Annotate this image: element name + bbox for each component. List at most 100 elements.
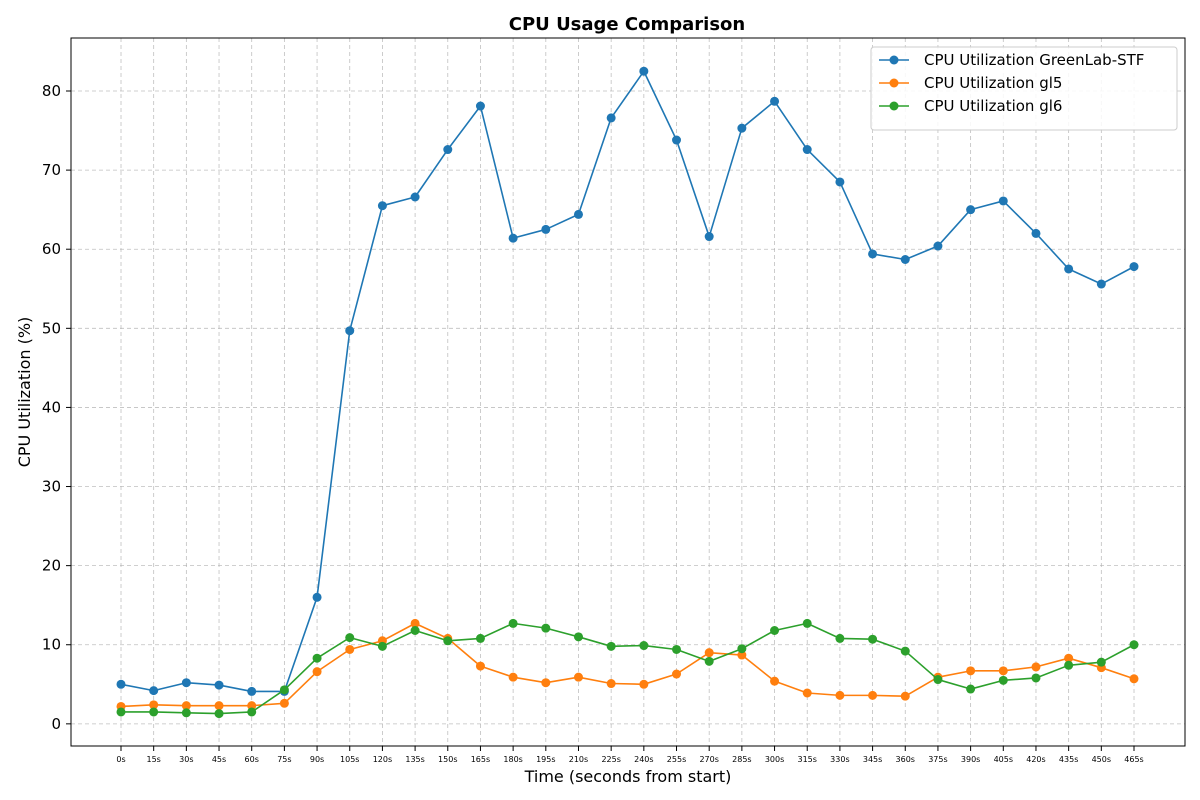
data-point xyxy=(868,634,878,644)
data-point xyxy=(410,626,420,636)
data-point xyxy=(279,685,289,695)
data-point xyxy=(1064,264,1074,274)
x-tick-label: 105s xyxy=(340,755,359,764)
data-point xyxy=(377,201,387,211)
data-point xyxy=(247,701,257,711)
data-point xyxy=(966,684,976,694)
data-point xyxy=(835,177,845,187)
x-tick-label: 195s xyxy=(536,755,555,764)
data-point xyxy=(900,691,910,701)
y-tick-label: 80 xyxy=(42,82,61,100)
x-tick-label: 30s xyxy=(179,755,193,764)
data-point xyxy=(541,678,551,688)
data-point xyxy=(672,669,682,679)
data-point xyxy=(541,224,551,234)
data-point xyxy=(181,701,191,711)
data-point xyxy=(410,192,420,202)
data-point xyxy=(606,641,616,651)
y-tick-label: 0 xyxy=(51,715,61,733)
data-point xyxy=(1096,279,1106,289)
data-point xyxy=(933,241,943,251)
data-point xyxy=(1031,673,1041,683)
x-tick-label: 75s xyxy=(277,755,291,764)
data-point xyxy=(1064,653,1074,663)
data-point xyxy=(345,633,355,643)
series-line xyxy=(120,622,1135,708)
series-2 xyxy=(116,618,1139,711)
x-tick-label: 135s xyxy=(405,755,424,764)
x-tick-label: 345s xyxy=(863,755,882,764)
data-point xyxy=(1031,662,1041,672)
legend-swatch-marker xyxy=(889,101,899,111)
data-point xyxy=(639,66,649,76)
data-point xyxy=(770,676,780,686)
data-point xyxy=(672,644,682,654)
x-tick-label: 240s xyxy=(634,755,653,764)
x-tick-label: 225s xyxy=(601,755,620,764)
x-tick-label: 330s xyxy=(830,755,849,764)
data-point xyxy=(149,707,159,717)
data-point xyxy=(573,672,583,682)
legend-label: CPU Utilization gl6 xyxy=(924,97,1062,115)
data-point xyxy=(181,708,191,718)
x-tick-label: 405s xyxy=(994,755,1013,764)
x-tick-label: 60s xyxy=(245,755,259,764)
data-point xyxy=(672,135,682,145)
x-tick-label: 285s xyxy=(732,755,751,764)
y-tick-label: 70 xyxy=(42,161,61,179)
series-1 xyxy=(116,66,1139,696)
legend-label: CPU Utilization gl5 xyxy=(924,74,1062,92)
axis-ticks: 0 10 20 30 40 50 60 70 80 0s 15s 30s 45s 60s 75s 90s 105… xyxy=(42,82,1144,764)
x-tick-label: 165s xyxy=(471,755,490,764)
data-point xyxy=(1096,657,1106,667)
y-tick-label: 50 xyxy=(42,319,61,337)
data-point xyxy=(312,667,322,677)
data-point xyxy=(410,618,420,628)
data-point xyxy=(475,661,485,671)
x-tick-label: 390s xyxy=(961,755,980,764)
legend-swatch-marker xyxy=(889,55,899,65)
data-point xyxy=(116,707,126,717)
data-point xyxy=(345,326,355,336)
data-point xyxy=(835,690,845,700)
data-point xyxy=(214,680,224,690)
x-tick-label: 0s xyxy=(116,755,125,764)
data-point xyxy=(1129,674,1139,684)
data-point xyxy=(312,653,322,663)
x-tick-label: 45s xyxy=(212,755,226,764)
data-point xyxy=(247,686,257,696)
data-point xyxy=(573,209,583,219)
data-point xyxy=(377,641,387,651)
data-point xyxy=(704,648,714,658)
data-point xyxy=(933,675,943,685)
legend-label: CPU Utilization GreenLab-STF xyxy=(924,51,1144,69)
legend: CPU Utilization GreenLab-STF CPU Utilizat… xyxy=(870,46,1178,131)
x-tick-label: 420s xyxy=(1026,755,1045,764)
data-point xyxy=(802,618,812,628)
legend-item: CPU Utilization GreenLab-STF xyxy=(879,51,1144,69)
data-point xyxy=(704,232,714,242)
data-point xyxy=(998,675,1008,685)
data-point xyxy=(573,632,583,642)
data-point xyxy=(475,101,485,111)
x-tick-label: 180s xyxy=(503,755,522,764)
legend-swatch-marker xyxy=(889,78,899,88)
data-point xyxy=(802,688,812,698)
data-point xyxy=(966,666,976,676)
plot-area-frame xyxy=(70,37,1186,747)
data-point xyxy=(770,626,780,636)
data-point xyxy=(312,592,322,602)
y-tick-label: 40 xyxy=(42,398,61,416)
data-point xyxy=(737,123,747,133)
data-point xyxy=(508,233,518,243)
data-point xyxy=(279,698,289,708)
data-point xyxy=(998,666,1008,676)
data-point xyxy=(639,641,649,651)
data-point xyxy=(835,633,845,643)
series-line xyxy=(121,622,1135,715)
data-point xyxy=(443,145,453,155)
y-tick-label: 20 xyxy=(42,557,61,575)
legend-box xyxy=(870,46,1178,131)
data-point xyxy=(737,644,747,654)
